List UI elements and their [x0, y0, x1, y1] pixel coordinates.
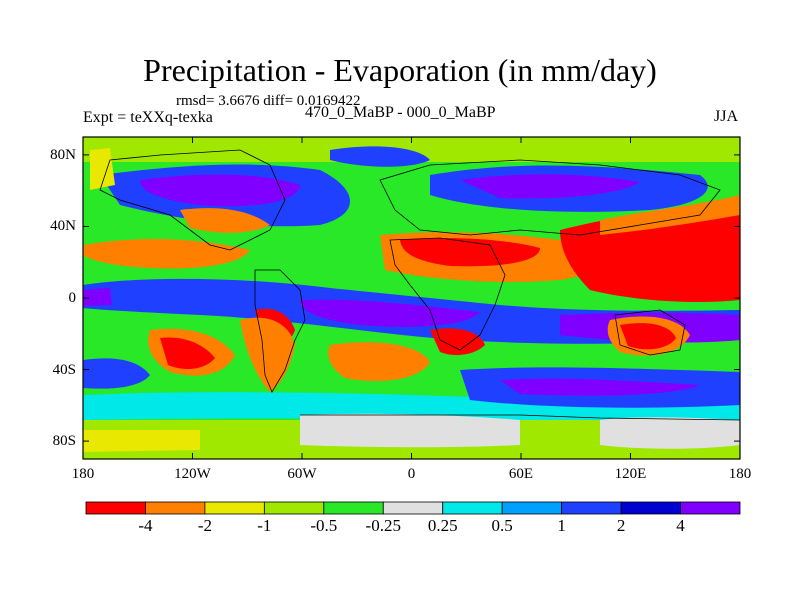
- colorbar-label: 0.5: [491, 516, 513, 535]
- precip-evap-field: [83, 137, 740, 459]
- colorbar-label: -0.5: [310, 516, 338, 535]
- colorbar-swatch: [145, 501, 206, 515]
- colorbar-label: 2: [616, 516, 626, 535]
- y-tick-label: 40S: [52, 361, 76, 378]
- season-label: JJA: [714, 108, 739, 125]
- colorbar-label: -2: [197, 516, 212, 535]
- x-tick-label: 60E: [508, 466, 534, 482]
- axis-ticks: [82, 137, 741, 459]
- colorbar-label: 4: [676, 516, 685, 535]
- experiment-label: Expt = teXXq-texka: [83, 109, 213, 126]
- colorbar-label: -4: [138, 516, 153, 535]
- colorbar-label: 1: [557, 516, 566, 535]
- colorbar-swatch: [323, 501, 384, 515]
- y-tick-label: 80S: [52, 433, 76, 450]
- colorbar-swatch: [263, 501, 325, 515]
- comparison-label: 470_0_MaBP - 000_0_MaBP: [305, 104, 496, 121]
- colorbar-label: -1: [257, 516, 272, 535]
- colorbar-label: 0.25: [427, 516, 458, 535]
- x-tick-label: 120W: [174, 466, 211, 482]
- x-tick-label: 180: [71, 466, 95, 482]
- colorbar-swatch: [501, 501, 563, 515]
- y-tick-label: 40N: [50, 218, 76, 235]
- stats-line: rmsd= 3.6676 diff= 0.0169422: [176, 93, 361, 109]
- colorbar-swatch: [382, 501, 444, 515]
- colorbar-swatch: [561, 501, 622, 515]
- x-tick-label: 60W: [287, 466, 317, 482]
- colorbar-swatch: [620, 501, 681, 515]
- colorbar-label: -0.25: [365, 516, 401, 535]
- y-tick-label: 80N: [50, 146, 76, 163]
- colorbar-swatch: [204, 501, 265, 515]
- continent-outlines: [99, 149, 740, 421]
- colorbar-swatch: [442, 501, 503, 515]
- y-tick-label: 0: [68, 290, 77, 306]
- colorbar: [85, 501, 741, 515]
- map-title: Precipitation - Evaporation (in mm/day): [143, 52, 657, 88]
- colorbar-swatch: [680, 501, 741, 515]
- x-tick-label: 0: [407, 466, 416, 482]
- x-tick-label: 180: [728, 466, 752, 482]
- colorbar-swatch: [85, 501, 146, 515]
- x-tick-label: 120E: [614, 466, 647, 482]
